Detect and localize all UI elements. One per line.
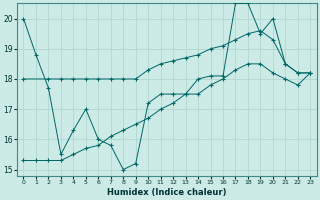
X-axis label: Humidex (Indice chaleur): Humidex (Indice chaleur)	[107, 188, 227, 197]
